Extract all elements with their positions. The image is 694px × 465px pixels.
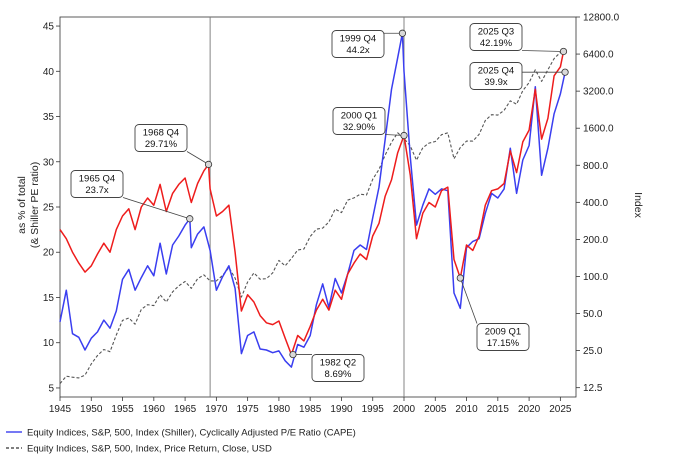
annotation-label: 2009 Q1: [485, 327, 521, 338]
x-tick-label: 1950: [80, 404, 103, 415]
annotation-label: 2025 Q3: [478, 27, 514, 38]
left-tick-label: 35: [43, 112, 55, 123]
annotation-marker: [289, 350, 297, 359]
x-tick-label: 1955: [111, 404, 134, 415]
annotation-marker: [559, 47, 568, 56]
annotation-value: 23.7x: [85, 185, 108, 196]
x-tick-label: 2025: [549, 404, 572, 415]
right-axis-title: Index: [632, 192, 644, 218]
left-axis-title-line2: (& Shiller PE ratio): [29, 162, 41, 248]
annotation-marker: [398, 29, 407, 37]
right-tick-label: 6400.0: [583, 50, 614, 61]
annotation-value: 29.71%: [145, 139, 178, 150]
annotation-value: 39.9x: [484, 77, 507, 88]
x-tick-label: 1965: [174, 404, 197, 415]
annotation-value: 44.2x: [346, 45, 369, 56]
annotation-marker: [204, 160, 213, 168]
x-tick-label: 1990: [330, 404, 353, 415]
x-tick-label: 2000: [393, 404, 416, 415]
annotation-marker: [400, 131, 408, 140]
right-tick-label: 100.0: [583, 272, 608, 283]
left-tick-label: 25: [43, 203, 55, 214]
x-tick-label: 2010: [455, 404, 478, 415]
left-tick-label: 40: [43, 67, 55, 78]
annotation-box: [476, 323, 530, 351]
x-tick-label: 1975: [237, 404, 260, 415]
annotation-box: [332, 107, 386, 135]
right-tick-label: 1600.0: [583, 124, 614, 135]
left-axis-title-line1: as % of total: [16, 176, 28, 234]
annotation-label: 1999 Q4: [340, 34, 376, 45]
annotation-label: 1968 Q4: [143, 128, 179, 139]
x-tick-label: 2020: [518, 404, 541, 415]
axis-ticks: 1945 1950 1955 1960 1965 1970 1975 1980 1985 1990…: [43, 13, 620, 416]
annotation-value: 32.90%: [343, 122, 376, 133]
annotation-box: [331, 30, 385, 58]
right-tick-label: 12.5: [583, 383, 603, 394]
left-tick-label: 30: [43, 157, 55, 168]
annotation-label: 2025 Q4: [478, 66, 514, 77]
annotation-leader: [186, 151, 209, 165]
series-line-sp500-price: [59, 51, 566, 384]
annotation-label: 1965 Q4: [79, 174, 115, 185]
annotation-leader: [521, 50, 564, 52]
annotation-value: 42.19%: [480, 38, 513, 49]
left-tick-label: 20: [43, 248, 55, 259]
right-tick-label: 50.0: [583, 309, 603, 320]
left-tick-label: 45: [43, 22, 55, 33]
right-tick-label: 800.0: [583, 161, 608, 172]
annotation-marker: [456, 274, 464, 282]
annotation-leader: [122, 197, 190, 220]
x-tick-label: 2005: [424, 404, 447, 415]
annotation-box: [469, 62, 523, 90]
x-tick-label: 1970: [205, 404, 228, 415]
series-lines: [59, 32, 566, 384]
legend-label-price: Equity Indices, S&P, 500, Index, Price R…: [27, 444, 272, 455]
right-tick-label: 200.0: [583, 235, 608, 246]
legend: Equity Indices, S&P, 500, Index (Shiller…: [6, 428, 356, 455]
left-tick-label: 15: [43, 293, 55, 304]
left-tick-label: 10: [43, 338, 55, 349]
annotation-box: [469, 23, 523, 51]
annotation-leader: [459, 277, 478, 324]
annotation-marker: [186, 215, 194, 223]
legend-label-cape: Equity Indices, S&P, 500, Index (Shiller…: [27, 428, 356, 439]
annotation-value: 8.69%: [325, 369, 352, 380]
annotation-marker: [561, 68, 569, 76]
annotation-box: [70, 170, 124, 198]
right-tick-label: 25.0: [583, 346, 603, 357]
x-tick-label: 1995: [362, 404, 385, 415]
annotation-box: [311, 354, 365, 382]
x-tick-label: 1985: [299, 404, 322, 415]
annotation-label: 2000 Q1: [341, 111, 377, 122]
x-tick-label: 1945: [49, 404, 72, 415]
x-tick-label: 1980: [268, 404, 291, 415]
annotation-value: 17.15%: [487, 338, 520, 349]
annotation-box: [134, 124, 188, 152]
x-tick-label: 2015: [487, 404, 510, 415]
annotation-label: 1982 Q2: [320, 358, 356, 369]
series-line-household-equity: [59, 51, 565, 356]
right-tick-label: 12800.0: [583, 13, 620, 24]
x-tick-label: 1960: [143, 404, 166, 415]
right-tick-label: 3200.0: [583, 87, 614, 98]
left-tick-label: 5: [48, 383, 54, 394]
right-tick-label: 400.0: [583, 198, 608, 209]
